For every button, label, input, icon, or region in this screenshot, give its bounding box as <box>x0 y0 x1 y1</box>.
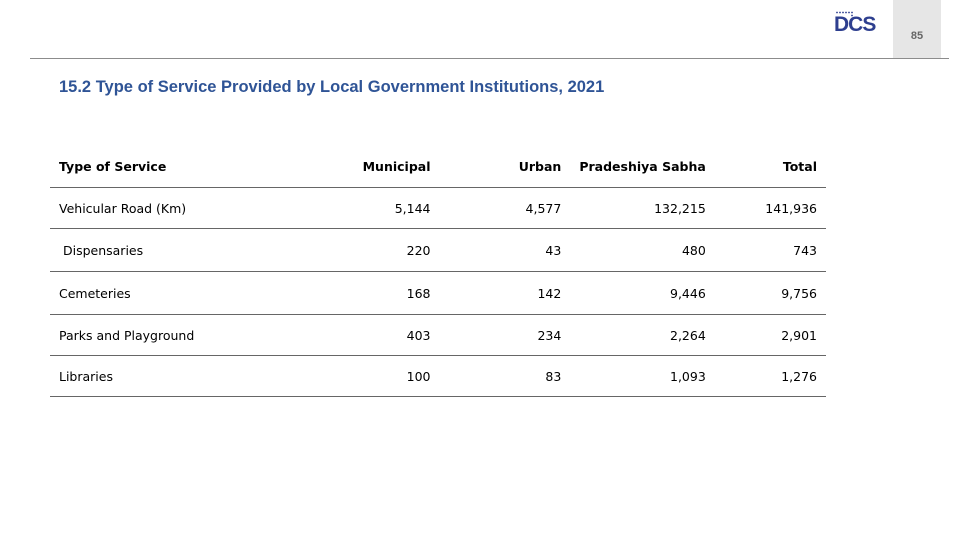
cell-total: 2,901 <box>714 314 826 356</box>
cell-pradeshiya-sabha: 480 <box>570 228 715 272</box>
cell-pradeshiya-sabha: 9,446 <box>570 271 715 315</box>
cell-total: 141,936 <box>714 187 826 229</box>
cell-urban: 83 <box>439 355 571 397</box>
service-table: Type of Service Municipal Urban Pradeshi… <box>50 146 826 397</box>
cell-municipal: 100 <box>306 355 440 397</box>
table-header-row: Type of Service Municipal Urban Pradeshi… <box>50 146 826 188</box>
cell-service: Vehicular Road (Km) <box>50 187 307 229</box>
cell-municipal: 403 <box>306 314 440 356</box>
cell-total: 743 <box>714 228 826 272</box>
header-divider <box>30 58 949 59</box>
cell-service: Dispensaries <box>50 228 307 272</box>
cell-municipal: 5,144 <box>306 187 440 229</box>
logo-dots-icon <box>836 11 853 17</box>
cell-urban: 142 <box>439 271 571 315</box>
cell-urban: 234 <box>439 314 571 356</box>
header-municipal: Municipal <box>306 146 440 188</box>
page-title: 15.2 Type of Service Provided by Local G… <box>59 78 605 96</box>
header-total: Total <box>714 146 826 188</box>
table-row: Cemeteries 168 142 9,446 9,756 <box>50 271 826 315</box>
table-row: Dispensaries 220 43 480 743 <box>50 228 826 272</box>
table-row: Libraries 100 83 1,093 1,276 <box>50 355 826 397</box>
header-pradeshiya-sabha: Pradeshiya Sabha <box>570 146 715 188</box>
cell-pradeshiya-sabha: 2,264 <box>570 314 715 356</box>
cell-total: 1,276 <box>714 355 826 397</box>
cell-service: Parks and Playground <box>50 314 307 356</box>
cell-pradeshiya-sabha: 1,093 <box>570 355 715 397</box>
table-row: Vehicular Road (Km) 5,144 4,577 132,215 … <box>50 187 826 229</box>
cell-service: Cemeteries <box>50 271 307 315</box>
cell-pradeshiya-sabha: 132,215 <box>570 187 715 229</box>
cell-urban: 4,577 <box>439 187 571 229</box>
header-urban: Urban <box>439 146 571 188</box>
page-number: 85 <box>893 0 941 58</box>
dcs-logo: DCS <box>834 11 878 37</box>
cell-municipal: 168 <box>306 271 440 315</box>
cell-service: Libraries <box>50 355 307 397</box>
header-type-of-service: Type of Service <box>50 146 307 188</box>
cell-municipal: 220 <box>306 228 440 272</box>
logo-text: DCS <box>834 13 876 36</box>
cell-urban: 43 <box>439 228 571 272</box>
cell-total: 9,756 <box>714 271 826 315</box>
table-row: Parks and Playground 403 234 2,264 2,901 <box>50 314 826 356</box>
